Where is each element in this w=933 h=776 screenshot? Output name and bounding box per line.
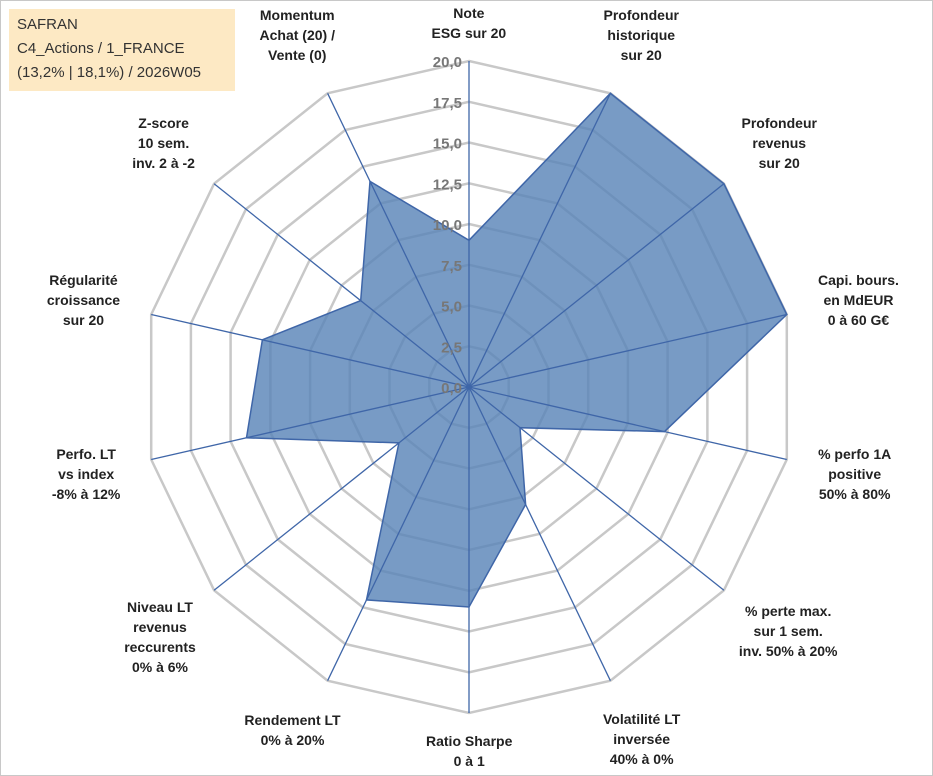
category-label-line: Z-score <box>138 115 189 132</box>
axis-spoke <box>327 93 470 388</box>
axis-spoke <box>327 386 470 681</box>
category-label-line: 40% à 0% <box>609 751 674 768</box>
category-label-line: revenus <box>752 135 807 152</box>
category-label-line: inv. 2 à -2 <box>132 155 195 172</box>
category-label-line: Volatilité LT <box>603 711 681 728</box>
tick-label: 15,0 <box>433 136 462 153</box>
category-label: Momentum Achat (20) / Vente (0) <box>260 5 335 65</box>
category-label-line: Profondeur <box>741 115 817 132</box>
category-label-line: Momentum <box>259 6 335 23</box>
info-box: SAFRAN C4_Actions / 1_FRANCE (13,2% | 18… <box>9 9 235 91</box>
category-label-line: positive <box>828 466 882 482</box>
category-label-line: reccurents <box>124 639 196 655</box>
category-label: Profondeur revenus sur 20 <box>742 113 817 173</box>
category-label-line: % perte max. <box>744 602 832 619</box>
category-label: Ratio Sharpe 0 à 1 <box>426 731 512 771</box>
category-label-line: 10 sem. <box>137 135 190 152</box>
category-label-line: Niveau LT <box>127 599 193 615</box>
category-label-line: inv. 50% à 20% <box>738 642 838 659</box>
category-label: Perfo. LT vs index -8% à 12% <box>52 444 120 504</box>
category-label-line: 0% à 20% <box>260 732 325 749</box>
category-label: Profondeur historique sur 20 <box>604 5 679 65</box>
category-label-line: revenus <box>133 619 187 635</box>
category-label-line: inversée <box>613 731 671 748</box>
category-label-line: Capi. bours. <box>818 272 899 288</box>
category-label: Note ESG sur 20 <box>432 3 507 43</box>
tick-label: 0,0 <box>441 380 462 397</box>
category-label-line: Régularité <box>49 272 118 288</box>
category-label-line: vs index <box>58 466 115 482</box>
category-label: Rendement LT 0% à 20% <box>244 710 340 750</box>
category-label-line: 0 à 1 <box>453 753 485 769</box>
category-label-line: en MdEUR <box>823 292 894 308</box>
tick-label: 2,5 <box>441 339 462 356</box>
company-name: SAFRAN <box>17 16 78 33</box>
tick-label: 7,5 <box>441 258 462 275</box>
axis-spoke <box>151 386 470 461</box>
category-label-line: croissance <box>46 292 121 308</box>
tick-label: 17,5 <box>433 95 462 112</box>
series-area <box>245 92 788 608</box>
category-label-line: 0% à 6% <box>131 659 188 675</box>
category-label: Z-score 10 sem. inv. 2 à -2 <box>132 113 195 173</box>
category-label-line: Note <box>453 5 485 21</box>
performance-summary: (13,2% | 18,1%) / 2026W05 <box>17 64 201 81</box>
category-label-line: ESG sur 20 <box>431 25 507 41</box>
category-label-line: sur 20 <box>62 312 105 328</box>
category-label-line: historique <box>607 26 676 43</box>
category-label-line: Ratio Sharpe <box>426 733 513 749</box>
category-label-line: sur 20 <box>758 155 800 172</box>
portfolio-name: C4_Actions / 1_FRANCE <box>17 40 185 57</box>
category-label: Volatilité LT inversée 40% à 0% <box>603 709 680 769</box>
category-label-line: sur 1 sem. <box>753 622 823 639</box>
category-label: % perfo 1A positive 50% à 80% <box>818 444 891 504</box>
axis-spoke <box>468 93 611 388</box>
category-label-line: Achat (20) / <box>259 26 335 43</box>
category-label-line: -8% à 12% <box>51 486 121 502</box>
tick-label: 20,0 <box>433 54 462 71</box>
axis-spoke <box>468 183 725 388</box>
category-label: % perte max. sur 1 sem. inv. 50% à 20% <box>739 601 838 661</box>
tick-label: 10,0 <box>433 217 462 234</box>
category-label: Niveau LT revenus reccurents 0% à 6% <box>124 597 196 677</box>
axis-spoke <box>213 183 470 388</box>
axis-spoke <box>468 386 787 461</box>
category-label-line: % perfo 1A <box>818 446 892 462</box>
category-label-line: 50% à 80% <box>818 486 891 502</box>
axis-spoke <box>468 386 611 681</box>
category-label: Capi. bours. en MdEUR 0 à 60 G€ <box>818 270 899 330</box>
tick-label: 5,0 <box>441 299 462 316</box>
category-label-line: sur 20 <box>620 46 662 63</box>
category-label-line: 0 à 60 G€ <box>827 312 890 328</box>
category-label-line: Rendement LT <box>244 712 341 729</box>
category-label-line: Profondeur <box>603 6 679 23</box>
tick-label: 12,5 <box>433 176 462 193</box>
axis-spoke <box>468 313 787 388</box>
axis-spoke <box>151 313 470 388</box>
category-label: Régularité croissance sur 20 <box>47 270 120 330</box>
category-label-line: Perfo. LT <box>56 446 116 462</box>
category-label-line: Vente (0) <box>268 46 327 63</box>
axis-spoke <box>468 386 725 591</box>
axis-spoke <box>213 386 470 591</box>
